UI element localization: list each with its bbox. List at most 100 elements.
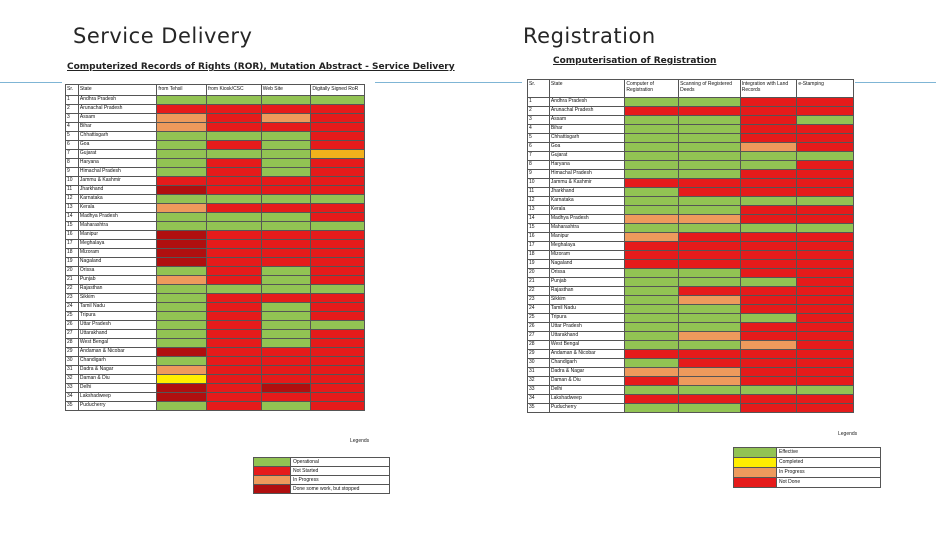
state-name-cell: Arunachal Pradesh bbox=[79, 105, 158, 113]
status-cell bbox=[740, 107, 798, 115]
status-cell bbox=[625, 404, 680, 412]
status-cell bbox=[207, 213, 262, 221]
legend-item: Effective bbox=[734, 448, 880, 458]
status-cell bbox=[261, 267, 312, 275]
serial-number-cell: 24 bbox=[528, 305, 550, 313]
status-cell bbox=[261, 321, 312, 329]
legend-swatch bbox=[254, 476, 291, 484]
status-cell bbox=[261, 258, 312, 266]
status-cell bbox=[207, 96, 262, 104]
status-cell bbox=[311, 114, 364, 122]
status-cell bbox=[311, 384, 364, 392]
status-cell bbox=[311, 285, 364, 293]
status-cell bbox=[625, 296, 680, 304]
legend-text: Effective bbox=[779, 449, 799, 455]
status-cell bbox=[679, 296, 741, 304]
status-cell bbox=[740, 287, 798, 295]
serial-number-cell: 10 bbox=[528, 179, 550, 187]
serial-number-cell: 32 bbox=[528, 377, 550, 385]
serial-number-cell: 27 bbox=[66, 330, 79, 338]
status-cell bbox=[261, 393, 312, 401]
status-cell bbox=[625, 260, 680, 268]
state-name-cell: Dadra & Nagar bbox=[79, 366, 158, 374]
table-row: 26 Uttar Pradesh bbox=[65, 321, 365, 330]
state-name-cell: Daman & Diu bbox=[79, 375, 158, 383]
status-cell bbox=[261, 141, 312, 149]
state-name-cell: Puducherry bbox=[79, 402, 158, 410]
status-cell bbox=[679, 224, 741, 232]
table-row: 22 Rajasthan bbox=[527, 287, 854, 296]
state-name-cell: Haryana bbox=[550, 161, 626, 169]
state-name-cell: Madhya Pradesh bbox=[79, 213, 158, 221]
status-cell bbox=[625, 305, 680, 313]
serial-number-cell: 2 bbox=[528, 107, 550, 115]
status-cell bbox=[207, 357, 262, 365]
status-cell bbox=[311, 357, 364, 365]
status-cell bbox=[311, 276, 364, 284]
status-cell bbox=[625, 332, 680, 340]
table-row: 29 Andaman & Nicobar bbox=[65, 348, 365, 357]
serial-number-cell: 15 bbox=[66, 222, 79, 230]
status-cell bbox=[311, 294, 364, 302]
serial-number-cell: 19 bbox=[528, 260, 550, 268]
table-row: 17 Meghalaya bbox=[65, 240, 365, 249]
state-name-cell: Assam bbox=[550, 116, 626, 124]
status-cell bbox=[311, 375, 364, 383]
status-cell bbox=[797, 377, 854, 385]
status-cell bbox=[679, 188, 741, 196]
table-row: 6 Goa bbox=[65, 141, 365, 150]
table-row: 28 West Bengal bbox=[65, 339, 365, 348]
status-cell bbox=[625, 359, 680, 367]
state-name-cell: Uttar Pradesh bbox=[550, 323, 626, 331]
status-cell bbox=[740, 206, 798, 214]
state-name-cell: Andaman & Nicobar bbox=[79, 348, 158, 356]
serial-number-cell: 25 bbox=[66, 312, 79, 320]
status-cell bbox=[679, 368, 741, 376]
serial-number-cell: 18 bbox=[66, 249, 79, 257]
status-cell bbox=[740, 368, 798, 376]
status-cell bbox=[157, 249, 208, 257]
table-row: 27 Uttarakhand bbox=[65, 330, 365, 339]
status-cell bbox=[797, 368, 854, 376]
state-name-cell: Tripura bbox=[550, 314, 626, 322]
status-cell bbox=[207, 222, 262, 230]
serial-number-cell: 34 bbox=[66, 393, 79, 401]
status-cell bbox=[311, 330, 364, 338]
status-cell bbox=[261, 168, 312, 176]
table-row: 30 Chandigarh bbox=[527, 359, 854, 368]
status-cell bbox=[625, 224, 680, 232]
status-cell bbox=[797, 188, 854, 196]
status-cell bbox=[261, 123, 312, 131]
table-row: 19 Nagaland bbox=[527, 260, 854, 269]
serial-number-cell: 32 bbox=[66, 375, 79, 383]
table-row: 28 West Bengal bbox=[527, 341, 854, 350]
table-row: 15 Maharashtra bbox=[65, 222, 365, 231]
status-cell bbox=[679, 170, 741, 178]
serial-number-cell: 6 bbox=[528, 143, 550, 151]
table-row: 12 Karnataka bbox=[65, 195, 365, 204]
service-delivery-heading: Service Delivery bbox=[73, 24, 253, 48]
status-cell bbox=[625, 143, 680, 151]
status-cell bbox=[261, 375, 312, 383]
status-cell bbox=[679, 341, 741, 349]
status-cell bbox=[740, 260, 798, 268]
state-name-cell: Jammu & Kashmir bbox=[550, 179, 626, 187]
status-cell bbox=[797, 107, 854, 115]
registration-legend-label: Legends bbox=[838, 431, 858, 437]
status-cell bbox=[311, 222, 364, 230]
status-cell bbox=[261, 312, 312, 320]
state-name-cell: West Bengal bbox=[550, 341, 626, 349]
status-cell bbox=[207, 150, 262, 158]
status-cell bbox=[625, 233, 680, 241]
legend-text: In Progress bbox=[779, 469, 805, 475]
serial-number-cell: 11 bbox=[66, 186, 79, 194]
status-cell bbox=[261, 339, 312, 347]
table-row: 23 Sikkim bbox=[65, 294, 365, 303]
serial-number-cell: 28 bbox=[66, 339, 79, 347]
status-cell bbox=[679, 134, 741, 142]
status-cell bbox=[261, 276, 312, 284]
status-cell bbox=[679, 323, 741, 331]
status-cell bbox=[625, 242, 680, 250]
serial-number-cell: 24 bbox=[66, 303, 79, 311]
state-name-cell: Kerala bbox=[550, 206, 626, 214]
